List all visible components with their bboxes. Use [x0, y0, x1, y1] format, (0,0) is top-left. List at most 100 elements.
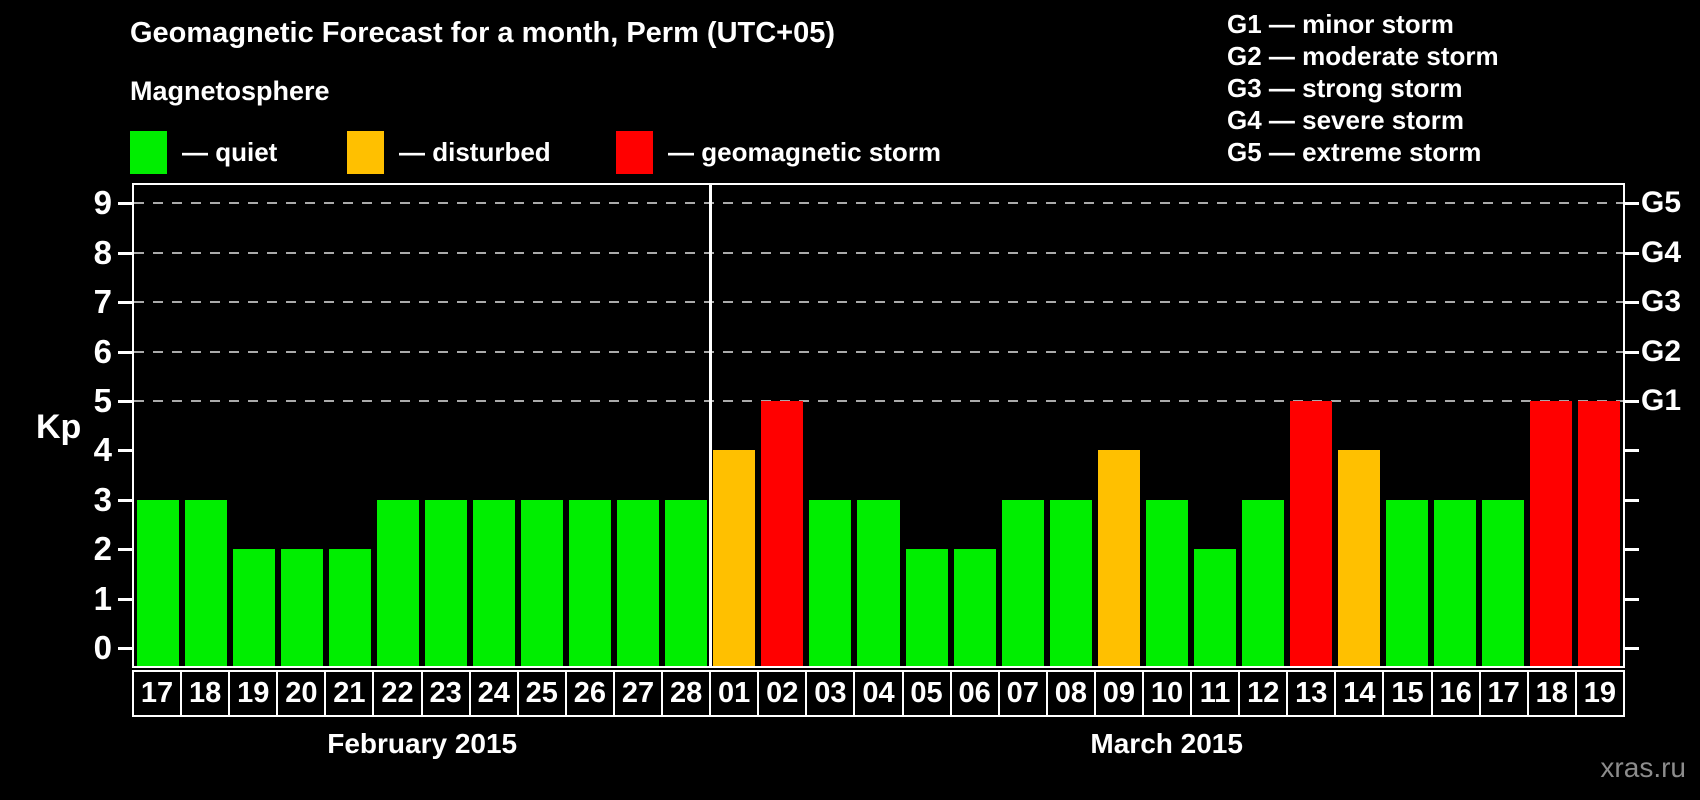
day-cell-08: 08 [1048, 672, 1096, 715]
day-cell-14: 14 [1336, 672, 1385, 715]
day-cell-12: 12 [1240, 672, 1289, 715]
y-axis-label-5: 5 [93, 382, 112, 419]
day-cell-23: 23 [423, 672, 471, 715]
storm-scale-legend: G1 — minor storm G2 — moderate storm G3 — … [1227, 8, 1499, 168]
day-cell-01: 01 [711, 672, 760, 715]
kp-bar-day-21 [329, 549, 372, 666]
right-tick-kp8 [1625, 251, 1639, 255]
right-axis-label-G3: G3 [1641, 285, 1682, 319]
right-tick-kp3 [1625, 498, 1639, 502]
kp-bar-day-03 [809, 499, 852, 666]
day-cell-15: 15 [1384, 672, 1433, 715]
storm-scale-line: G2 — moderate storm [1227, 41, 1499, 71]
kp-bar-day-02 [761, 401, 804, 666]
day-cell-13: 13 [1288, 672, 1337, 715]
left-tick-kp8 [118, 251, 132, 255]
storm-scale-line: G1 — minor storm [1227, 9, 1454, 39]
right-tick-kp1 [1625, 597, 1639, 601]
day-cell-22: 22 [374, 672, 423, 715]
kp-bar-day-22 [377, 499, 420, 666]
left-tick-kp6 [118, 350, 132, 354]
kp-bar-day-06 [953, 549, 996, 666]
kp-bar-day-19 [233, 549, 276, 666]
day-cell-19: 19 [230, 672, 279, 715]
day-cell-18: 18 [182, 672, 231, 715]
day-cell-25: 25 [519, 672, 567, 715]
right-tick-kp6 [1625, 350, 1639, 354]
legend-item-label: — geomagnetic storm [668, 136, 942, 167]
legend-item-label: — quiet [182, 136, 278, 167]
right-tick-kp0 [1625, 647, 1639, 650]
gridline-kp5 [134, 400, 1623, 402]
gridline-kp8 [134, 251, 1623, 254]
kp-bar-day-14 [1337, 450, 1380, 666]
y-axis-label-4: 4 [93, 431, 112, 469]
day-cell-26: 26 [567, 672, 615, 715]
left-tick-kp1 [118, 597, 132, 601]
day-cell-10: 10 [1144, 672, 1193, 715]
day-axis-row: 17 18 19 20 21 22 23 24 25 26 27 28 01 02 03 04 05 06 07 08… [132, 670, 1625, 717]
kp-bar-day-15 [1385, 499, 1428, 666]
storm-scale-line: G3 — strong storm [1227, 73, 1463, 103]
kp-bar-day-12 [1241, 499, 1284, 666]
right-axis-label-G1: G1 [1641, 384, 1682, 417]
left-tick-kp4 [118, 449, 132, 453]
kp-bar-day-28 [665, 499, 708, 666]
gridline-kp7 [134, 301, 1623, 304]
right-tick-kp4 [1625, 449, 1639, 453]
day-cell-16: 16 [1433, 672, 1481, 715]
left-tick-kp9 [118, 202, 132, 206]
kp-bar-day-08 [1049, 499, 1092, 666]
month-divider [708, 185, 712, 666]
kp-bar-day-17 [1481, 499, 1524, 666]
left-tick-kp2 [118, 548, 132, 552]
y-axis-label-6: 6 [93, 332, 112, 370]
right-axis-label-G5: G5 [1641, 186, 1682, 220]
y-axis-label-1: 1 [93, 579, 112, 617]
y-axis-label-0: 0 [93, 629, 112, 666]
day-cell-19: 19 [1583, 677, 1616, 709]
disturbed-color-swatch [347, 130, 384, 174]
kp-bar-day-04 [857, 499, 900, 666]
kp-bar-day-18 [185, 499, 228, 666]
day-cell-24: 24 [471, 672, 519, 715]
right-axis-label-G2: G2 [1641, 334, 1682, 368]
quiet-color-swatch [130, 130, 167, 174]
y-axis-label-3: 3 [93, 480, 112, 518]
kp-bar-day-18 [1529, 401, 1572, 666]
day-cell-07: 07 [1000, 672, 1048, 715]
day-cell-27: 27 [615, 672, 664, 715]
left-tick-kp7 [118, 301, 132, 305]
kp-bar-day-07 [1001, 499, 1044, 666]
watermark: xras.ru [1600, 752, 1686, 783]
kp-bar-day-10 [1145, 499, 1188, 666]
kp-bar-day-13 [1289, 401, 1332, 666]
day-cell-18: 18 [1529, 672, 1577, 715]
legend-item-storm: — geomagnetic storm [616, 129, 941, 175]
legend-item-disturbed: — disturbed [347, 129, 551, 175]
day-cell-09: 09 [1096, 672, 1144, 715]
day-cell-17: 17 [134, 672, 183, 715]
gridline-kp9 [134, 202, 1623, 205]
day-cell-20: 20 [278, 672, 327, 715]
kp-bar-day-20 [281, 549, 324, 666]
storm-scale-line: G5 — extreme storm [1227, 137, 1482, 167]
kp-bar-day-17 [137, 499, 180, 666]
right-axis-label-G4: G4 [1641, 235, 1682, 269]
plot-area [132, 183, 1625, 668]
kp-bar-day-05 [905, 549, 948, 666]
right-tick-kp2 [1625, 548, 1639, 552]
day-cell-17: 17 [1481, 672, 1529, 715]
left-tick-kp5 [118, 400, 132, 403]
day-cell-06: 06 [952, 672, 1000, 715]
day-cell-05: 05 [904, 672, 952, 715]
y-axis-label-8: 8 [93, 233, 112, 271]
day-cell-11: 11 [1192, 672, 1241, 715]
day-cell-28: 28 [663, 672, 712, 715]
kp-bar-day-27 [617, 499, 660, 666]
kp-bar-day-24 [473, 499, 516, 666]
kp-bar-day-01 [713, 450, 756, 666]
right-tick-kp7 [1625, 301, 1639, 305]
kp-bar-day-26 [569, 499, 612, 666]
